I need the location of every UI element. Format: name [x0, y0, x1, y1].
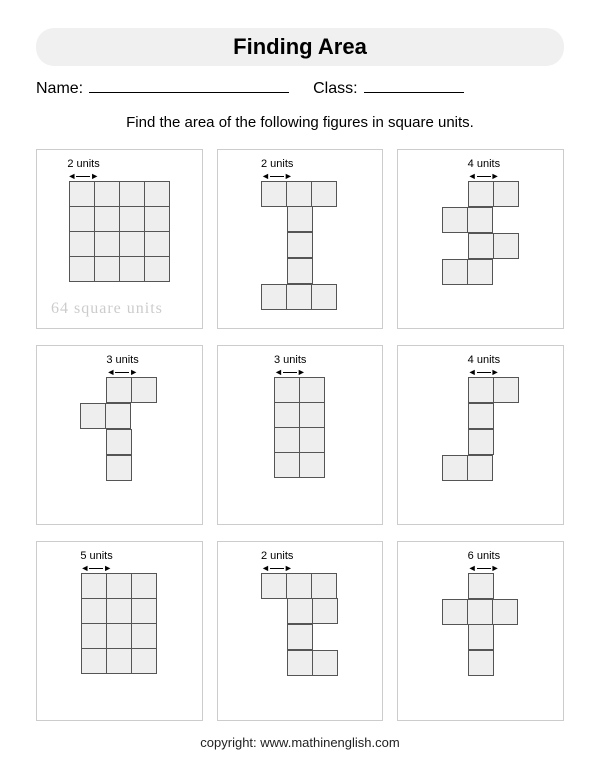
grid-figure [261, 181, 338, 309]
figure-panel: 5 units◄► [36, 541, 203, 721]
grid-figure [275, 377, 325, 477]
figure-panel: 4 units◄► [397, 345, 564, 525]
figure-panel: 4 units◄► [397, 149, 564, 329]
name-label: Name: [36, 80, 83, 98]
grid-figure [81, 377, 158, 481]
figure-panel: 6 units◄► [397, 541, 564, 721]
figure-panel: 2 units◄► [217, 149, 384, 329]
info-row: Name: Class: [36, 80, 564, 98]
dimension-label: 3 units [106, 354, 138, 366]
dimension-label: 5 units [80, 550, 112, 562]
grid-figure [69, 181, 169, 281]
class-field-line[interactable] [364, 92, 464, 93]
figure-panel: 3 units◄► [217, 345, 384, 525]
figure-grid: 2 units◄►64 square units2 units◄►4 units… [36, 149, 564, 721]
dimension-label: 2 units [261, 550, 293, 562]
dimension-label: 3 units [274, 354, 306, 366]
class-label: Class: [313, 80, 357, 98]
title-bar: Finding Area [36, 28, 564, 66]
figure-panel: 3 units◄► [36, 345, 203, 525]
grid-figure [261, 573, 338, 676]
dimension-label: 6 units [468, 550, 500, 562]
figure-panel: 2 units◄► [217, 541, 384, 721]
name-field-line[interactable] [89, 92, 289, 93]
answer-text: 64 square units [51, 300, 163, 318]
figure-panel: 2 units◄►64 square units [36, 149, 203, 329]
dimension-label: 2 units [261, 158, 293, 170]
grid-figure [442, 573, 519, 676]
dimension-label: 4 units [468, 158, 500, 170]
page-title: Finding Area [36, 34, 564, 60]
footer-text: copyright: www.mathinenglish.com [36, 735, 564, 750]
instruction-text: Find the area of the following figures i… [36, 114, 564, 131]
dimension-label: 2 units [67, 158, 99, 170]
grid-figure [82, 573, 157, 673]
grid-figure [442, 377, 519, 481]
dimension-label: 4 units [468, 354, 500, 366]
grid-figure [443, 181, 519, 285]
